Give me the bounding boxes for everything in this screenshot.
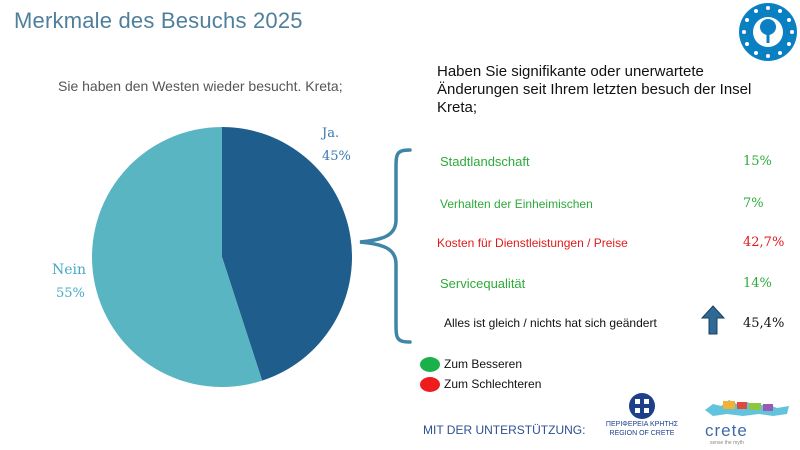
pie-label-ja: Ja. xyxy=(322,126,340,141)
arrow-up-icon xyxy=(701,305,725,335)
row-value-verhalten: 7% xyxy=(743,196,764,211)
row-label-kosten: Kosten für Dienstleistungen / Preise xyxy=(437,236,628,250)
pie-question: Sie haben den Westen wieder besucht. Kre… xyxy=(58,78,343,94)
legend-worse-label: Zum Schlechteren xyxy=(444,377,542,391)
row-value-alles-gleich: 45,4% xyxy=(743,316,785,331)
change-question: Haben Sie signifikante oder unerwartete … xyxy=(437,63,752,116)
row-value-servicequalitaet: 14% xyxy=(743,276,772,291)
pie-label-nein: Nein xyxy=(52,262,87,278)
page-title: Merkmale des Besuchs 2025 xyxy=(14,8,303,33)
curly-brace xyxy=(359,148,412,344)
legend-better-label: Zum Besseren xyxy=(444,357,523,371)
support-text: MIT DER UNTERSTÜTZUNG: xyxy=(423,423,586,437)
crete-tagline: sense the myth xyxy=(710,440,744,446)
row-value-stadtlandschaft: 15% xyxy=(743,154,772,169)
crete-logo: crete xyxy=(705,421,748,440)
row-value-kosten: 42,7% xyxy=(743,235,785,250)
pie-slice-nein xyxy=(92,127,263,387)
pie-value-ja: 45% xyxy=(322,149,351,164)
row-label-stadtlandschaft: Stadtlandschaft xyxy=(440,154,530,169)
region-emblem-icon xyxy=(629,393,655,419)
emblem-logo xyxy=(739,3,797,61)
region-logo: ΠΕΡΙΦΕΡΕΙΑ ΚΡΗΤΗΣ REGION OF CRETE xyxy=(605,421,679,437)
pie-chart xyxy=(92,127,353,387)
pie-slice-ja xyxy=(222,127,353,381)
legend-worse-marker xyxy=(420,377,440,392)
legend-better-marker xyxy=(420,357,440,372)
pie-value-nein: 55% xyxy=(56,286,85,301)
row-label-verhalten: Verhalten der Einheimischen xyxy=(440,197,593,211)
row-label-alles-gleich: Alles ist gleich / nichts hat sich geänd… xyxy=(444,316,657,330)
row-label-servicequalitaet: Servicequalität xyxy=(440,276,526,291)
crete-logo-graphic xyxy=(705,400,789,416)
